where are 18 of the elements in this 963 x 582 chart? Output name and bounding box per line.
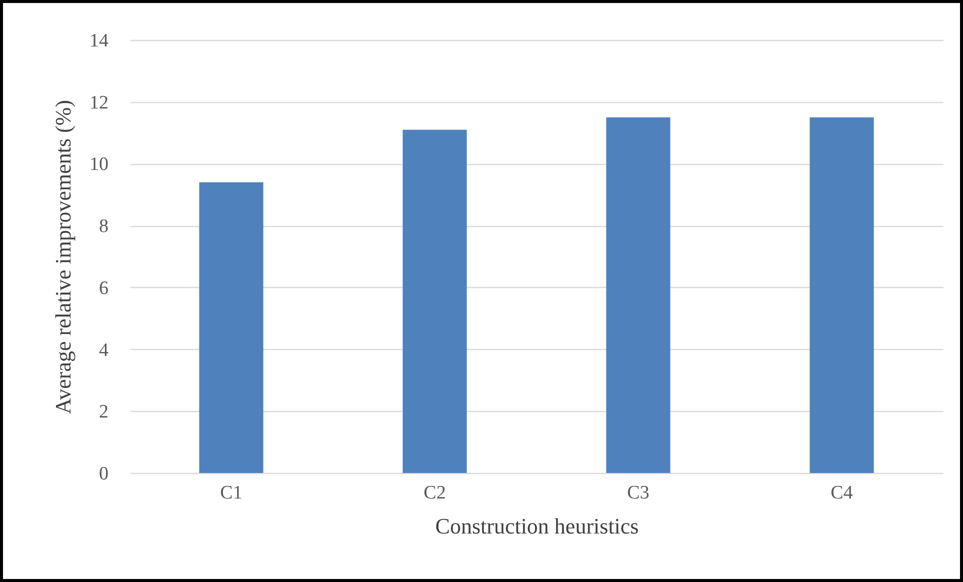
x-tick-label: C2 [424, 482, 446, 504]
bar [199, 182, 264, 473]
x-tick-label: C4 [830, 482, 854, 504]
bar [606, 117, 670, 473]
bar [402, 130, 467, 473]
y-tick-label: 8 [99, 216, 108, 238]
y-tick-label: 6 [99, 278, 108, 299]
bar [810, 117, 874, 473]
y-tick-label: 2 [99, 402, 108, 423]
y-axis-title: Average relative improvements (%) [50, 100, 76, 414]
y-tick-label: 14 [90, 30, 109, 52]
y-tick-label: 4 [99, 340, 109, 361]
y-tick-label: 10 [90, 154, 108, 176]
x-axis-title: Construction heuristics [435, 514, 639, 538]
x-tick-label: C1 [220, 482, 242, 504]
y-tick-label: 0 [99, 464, 108, 484]
y-tick-label: 12 [90, 92, 108, 114]
x-tick-label: C3 [627, 482, 650, 504]
